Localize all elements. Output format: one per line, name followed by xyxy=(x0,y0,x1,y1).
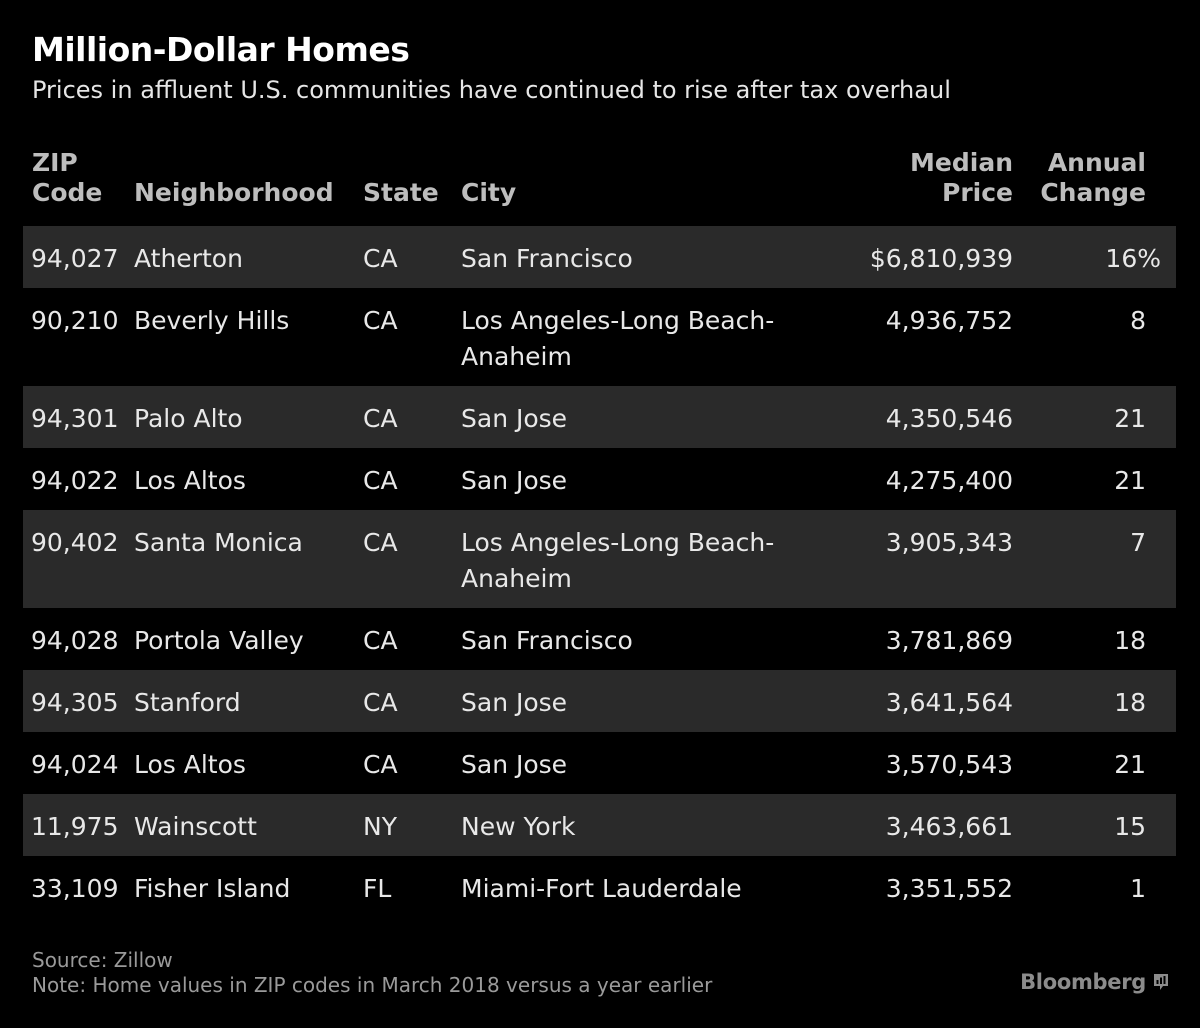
cell-city: Los Angeles-Long Beach-Anaheim xyxy=(461,306,775,371)
cell-zip: 94,024 xyxy=(31,750,119,779)
data-table: ZIP Code Neighborhood State City Median … xyxy=(23,146,1176,918)
column-header-state: State xyxy=(363,178,439,207)
cell-median-price: 3,905,343 xyxy=(885,528,1013,557)
cell-state: CA xyxy=(363,688,398,717)
chart-subtitle: Prices in affluent U.S. communities have… xyxy=(32,76,951,104)
cell-neighborhood: Los Altos xyxy=(134,750,246,779)
cell-city: San Jose xyxy=(461,404,568,433)
column-header-zip-line2: Code xyxy=(32,178,103,207)
cell-city: Miami-Fort Lauderdale xyxy=(461,874,742,903)
table-row: 94,022 Los Altos CA San Jose 4,275,400 2… xyxy=(23,448,1176,510)
cell-city: New York xyxy=(461,812,576,841)
cell-zip: 90,210 xyxy=(31,306,119,335)
cell-zip: 11,975 xyxy=(31,812,119,841)
cell-zip: 94,301 xyxy=(31,404,119,433)
cell-city: San Jose xyxy=(461,466,568,495)
cell-median-price: 4,275,400 xyxy=(885,466,1013,495)
cell-neighborhood: Wainscott xyxy=(134,812,257,841)
cell-zip: 94,305 xyxy=(31,688,119,717)
cell-median-price: 3,463,661 xyxy=(885,812,1013,841)
cell-median-price: $6,810,939 xyxy=(869,244,1013,273)
cell-annual-change: 18 xyxy=(1114,688,1146,717)
cell-state: CA xyxy=(363,306,398,335)
cell-neighborhood: Los Altos xyxy=(134,466,246,495)
column-header-price-line1: Median xyxy=(910,148,1013,177)
brand-wordmark: Bloomberg xyxy=(1020,970,1146,994)
column-header-price-line2: Price xyxy=(942,178,1013,207)
table-row: 33,109 Fisher Island FL Miami-Fort Laude… xyxy=(23,856,1176,918)
table-row: 90,402 Santa Monica CA Los Angeles-Long … xyxy=(23,510,1176,608)
cell-state: CA xyxy=(363,750,398,779)
column-header-change-line1: Annual xyxy=(1047,148,1146,177)
cell-state: NY xyxy=(363,812,397,841)
cell-median-price: 4,350,546 xyxy=(885,404,1013,433)
column-header-zip: ZIP Code xyxy=(32,148,102,208)
column-header-annual-change: Annual Change xyxy=(1040,148,1146,208)
cell-annual-change: 21 xyxy=(1114,466,1146,495)
cell-state: CA xyxy=(363,528,398,557)
table-row: 94,028 Portola Valley CA San Francisco 3… xyxy=(23,608,1176,670)
cell-annual-change: 8 xyxy=(1130,306,1146,335)
cell-city: San Francisco xyxy=(461,626,633,655)
cell-neighborhood: Portola Valley xyxy=(134,626,304,655)
chart-title: Million-Dollar Homes xyxy=(32,30,410,69)
cell-zip: 33,109 xyxy=(31,874,119,903)
cell-state: CA xyxy=(363,404,398,433)
cell-annual-change: 16% xyxy=(1105,244,1161,273)
cell-zip: 94,027 xyxy=(31,244,119,273)
column-header-median-price: Median Price xyxy=(910,148,1013,208)
cell-median-price: 4,936,752 xyxy=(885,306,1013,335)
column-header-neighborhood: Neighborhood xyxy=(134,178,334,207)
cell-zip: 94,022 xyxy=(31,466,119,495)
table-row: 94,024 Los Altos CA San Jose 3,570,543 2… xyxy=(23,732,1176,794)
cell-median-price: 3,351,552 xyxy=(885,874,1013,903)
cell-zip: 94,028 xyxy=(31,626,119,655)
cell-annual-change: 18 xyxy=(1114,626,1146,655)
cell-neighborhood: Atherton xyxy=(134,244,243,273)
cell-city: Los Angeles-Long Beach-Anaheim xyxy=(461,528,775,593)
bloomberg-chart-icon xyxy=(1152,972,1170,992)
cell-neighborhood: Santa Monica xyxy=(134,528,303,557)
cell-neighborhood: Stanford xyxy=(134,688,241,717)
cell-state: CA xyxy=(363,466,398,495)
table-row: 94,305 Stanford CA San Jose 3,641,564 18 xyxy=(23,670,1176,732)
table-row: 94,027 Atherton CA San Francisco $6,810,… xyxy=(23,226,1176,288)
cell-state: FL xyxy=(363,874,392,903)
column-header-city: City xyxy=(461,178,517,207)
table-row: 94,301 Palo Alto CA San Jose 4,350,546 2… xyxy=(23,386,1176,448)
cell-annual-change: 15 xyxy=(1114,812,1146,841)
cell-neighborhood: Palo Alto xyxy=(134,404,243,433)
table-row: 90,210 Beverly Hills CA Los Angeles-Long… xyxy=(23,288,1176,386)
cell-city: San Jose xyxy=(461,688,568,717)
cell-state: CA xyxy=(363,244,398,273)
table-row: 11,975 Wainscott NY New York 3,463,661 1… xyxy=(23,794,1176,856)
cell-annual-change: 21 xyxy=(1114,750,1146,779)
brand-logo: Bloomberg xyxy=(1020,970,1170,994)
table-header-row: ZIP Code Neighborhood State City Median … xyxy=(23,146,1176,226)
column-header-change-line2: Change xyxy=(1040,178,1146,207)
note-line: Note: Home values in ZIP codes in March … xyxy=(32,973,713,997)
cell-city: San Francisco xyxy=(461,244,633,273)
cell-state: CA xyxy=(363,626,398,655)
cell-median-price: 3,641,564 xyxy=(885,688,1013,717)
cell-median-price: 3,570,543 xyxy=(885,750,1013,779)
cell-annual-change: 21 xyxy=(1114,404,1146,433)
cell-neighborhood: Beverly Hills xyxy=(134,306,290,335)
cell-neighborhood: Fisher Island xyxy=(134,874,291,903)
cell-annual-change: 7 xyxy=(1130,528,1146,557)
cell-annual-change: 1 xyxy=(1130,874,1146,903)
cell-city: San Jose xyxy=(461,750,568,779)
cell-zip: 90,402 xyxy=(31,528,119,557)
source-note: Source: Zillow Note: Home values in ZIP … xyxy=(32,948,712,998)
source-line: Source: Zillow xyxy=(32,948,173,972)
column-header-zip-line1: ZIP xyxy=(32,148,78,177)
cell-median-price: 3,781,869 xyxy=(885,626,1013,655)
